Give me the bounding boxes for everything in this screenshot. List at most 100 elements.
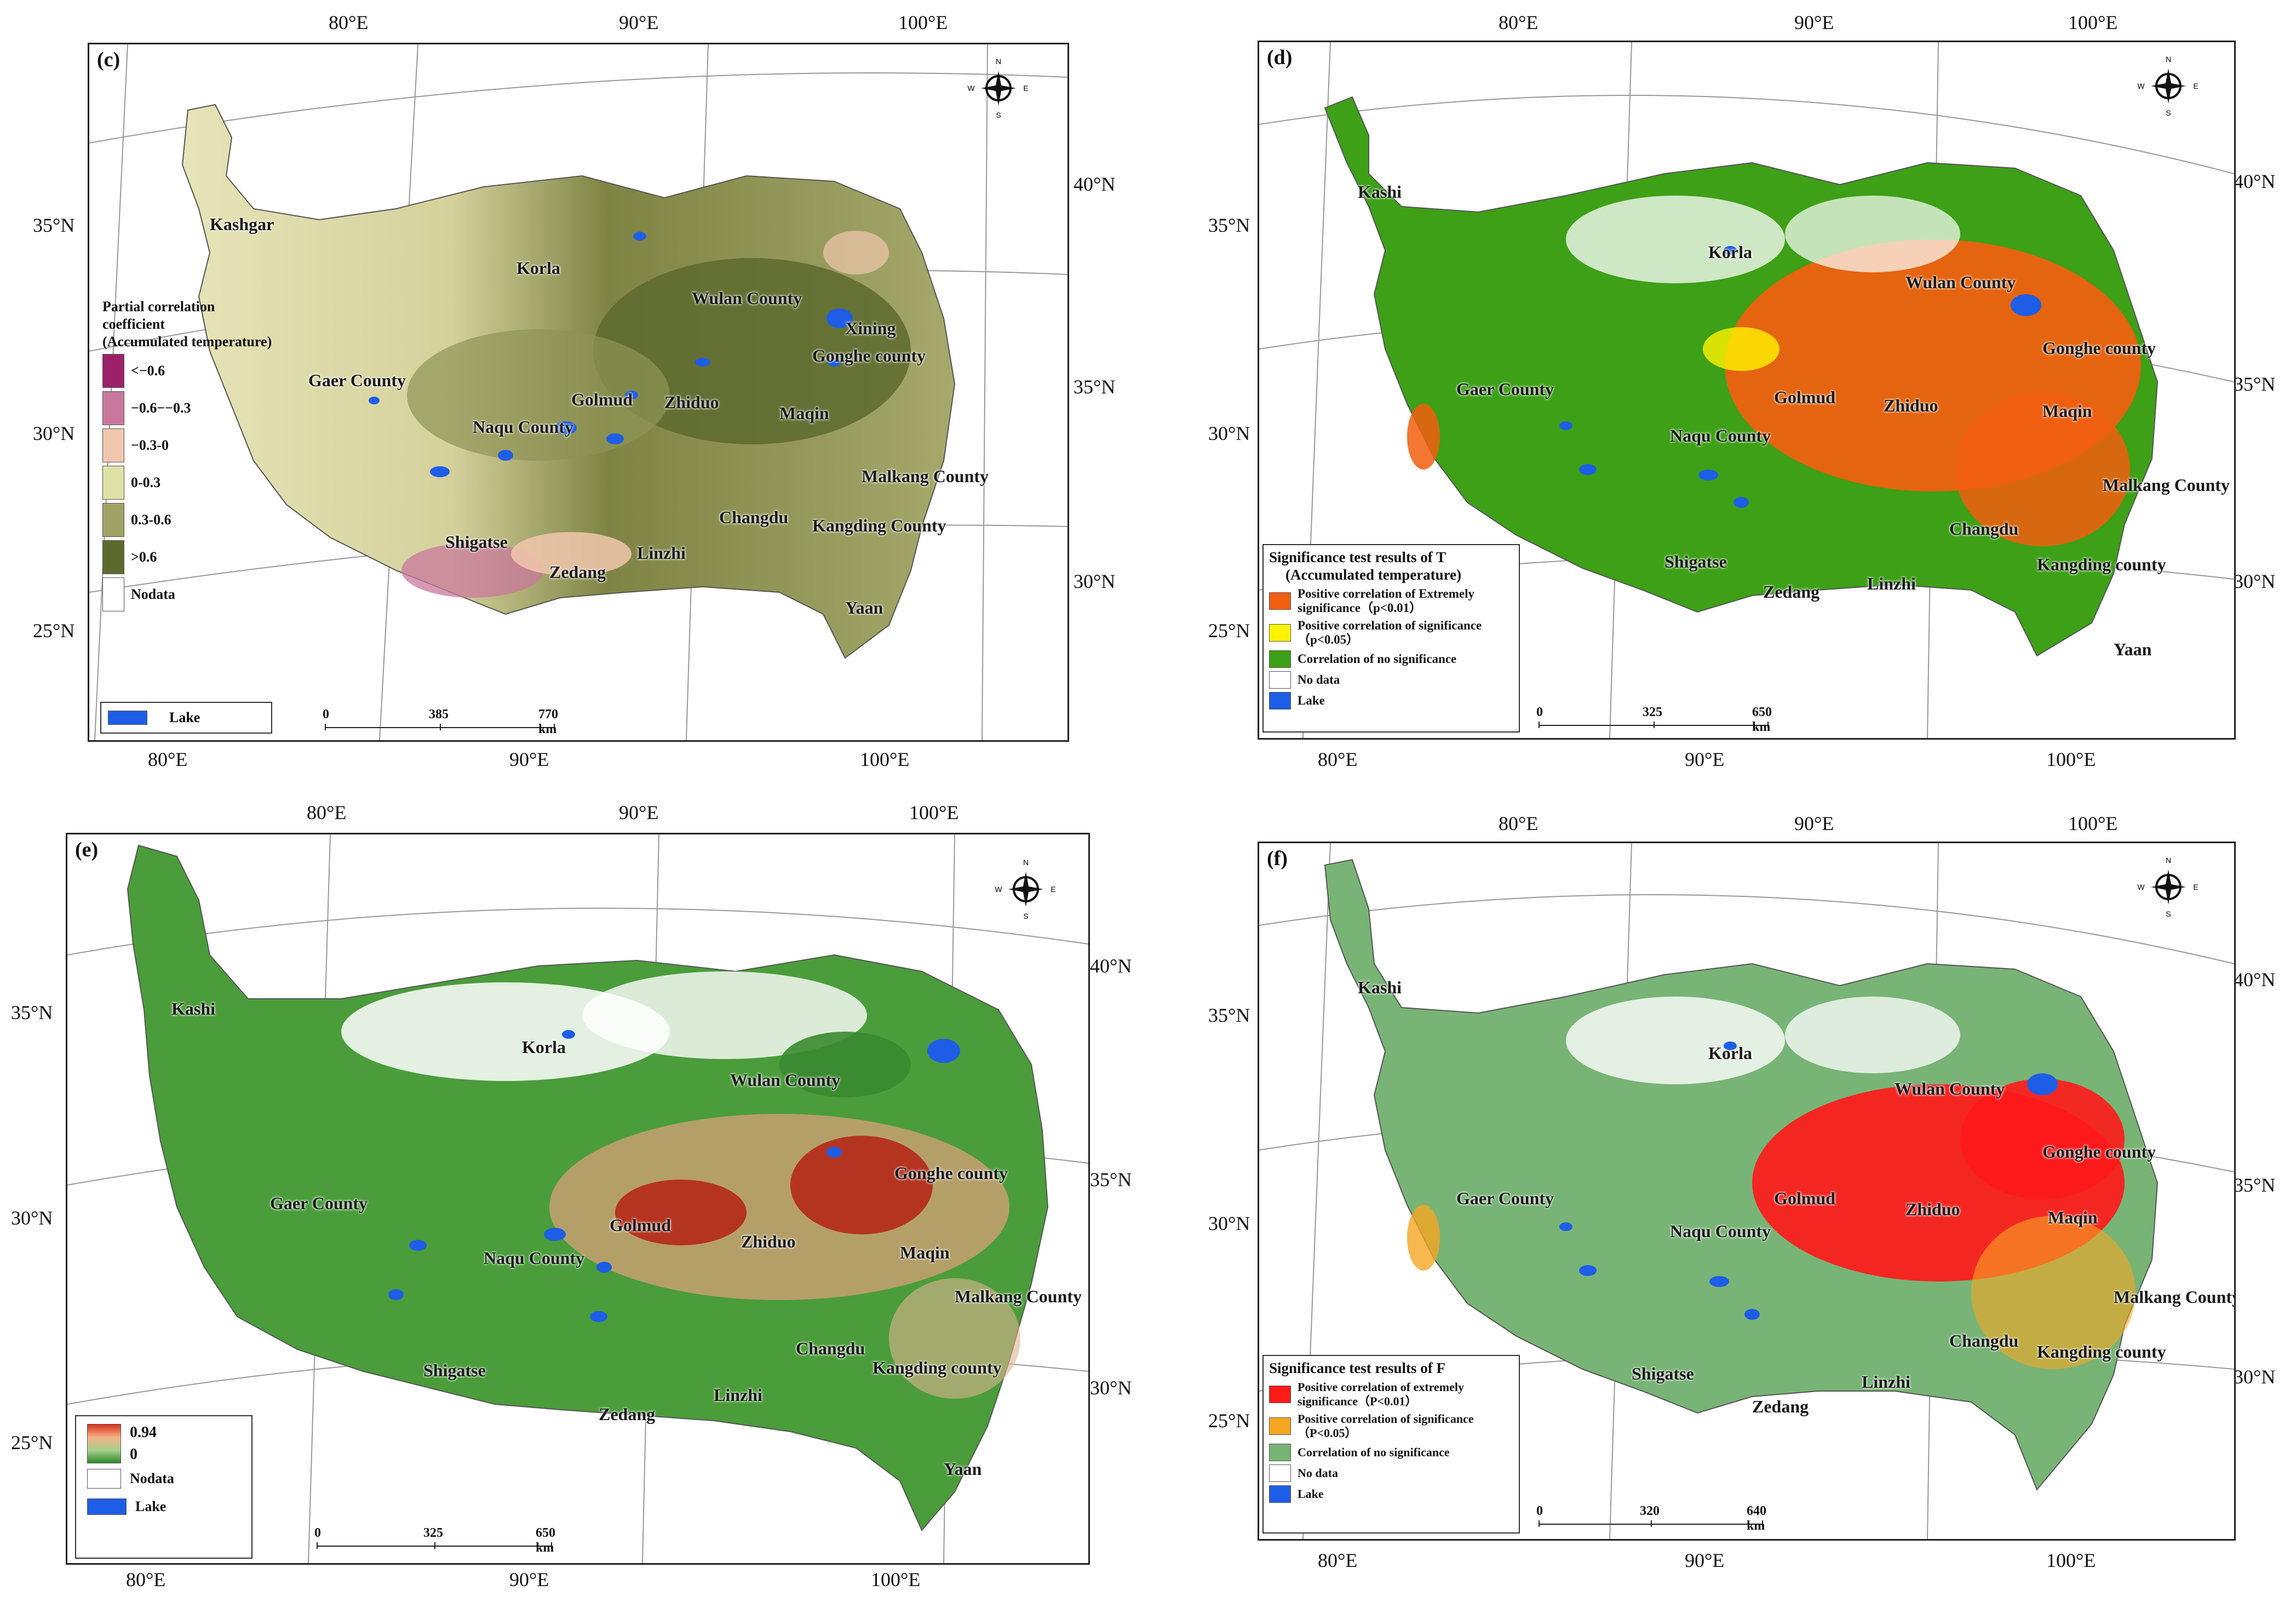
legend-min: 0 [130,1446,137,1463]
legend-swatch [1269,692,1291,710]
lon-top-80: 80°E [1499,813,1539,834]
legend-item: −0.6−−0.3 [102,391,311,425]
city-naqu: Naqu County [1670,1221,1771,1241]
legend-title-line3: (Accumulated temperature) [102,334,272,350]
city-kashi: Kashi [171,999,216,1019]
legend-item-label: Positive correlation of significance （p<… [1298,619,1482,646]
scale-0: 0 [1536,1504,1543,1518]
legend-swatch [102,391,124,425]
compass-s: S [996,111,1001,119]
city-kashi: Kashi [1358,182,1402,202]
city-linzhi: Linzhi [1867,574,1916,593]
lon-bottom-80: 80°E [1318,748,1358,770]
compass-rose-icon: N S E W [967,57,1028,119]
lat-right-30: 30°N [2234,1366,2276,1388]
map-frame-d: (d) Kashi Korla Wulan County Gonghe coun… [1258,41,2236,740]
legend-swatch [102,577,124,611]
lat-left-35: 35°N [1208,214,1250,236]
city-malkang: Malkang County [955,1286,1082,1306]
lake-label: Lake [135,1498,167,1514]
legend-item-label: <−0.6 [131,363,165,379]
nodata-label: Nodata [130,1471,174,1486]
city-kashi: Kashi [1358,977,1402,997]
city-zedang: Zedang [1763,582,1820,602]
city-korla: Korla [1708,1043,1752,1063]
legend-item-label: Lake [1298,1487,1324,1501]
lat-left-25: 25°N [1208,1410,1250,1432]
compass-f: N S E W [2136,854,2201,920]
compass-e: E [1051,885,1055,894]
map-frame-f: (f) Kashi Korla Wulan County Gonghe coun… [1258,842,2236,1541]
city-gaer: Gaer County [270,1193,368,1213]
city-malkang: Malkang County [2103,475,2230,495]
legend-item: Positive correlation of Extremely signif… [1269,587,1513,615]
lon-bottom-100: 100°E [2046,748,2096,770]
legend-item: 0-0.3 [102,466,311,500]
legend-swatch [102,428,124,462]
lon-bottom-80: 80°E [148,748,188,770]
legend-title-line2: (Accumulated temperature) [1285,567,1462,583]
scale-0: 0 [323,707,329,722]
map-frame-e: (e) Kashi Korla Wulan County Gonghe coun… [66,833,1090,1565]
legend-swatch [1269,671,1291,689]
city-zhiduo: Zhiduo [1884,396,1938,415]
panel-e: 80°E 90°E 100°E 35°N 30°N 25°N 40°N 35°N… [0,801,1148,1602]
city-kangding: Kangding county [2037,1342,2166,1361]
compass-w: W [995,885,1002,894]
lon-bottom-90: 90°E [1685,748,1725,770]
legend-item: No data [1269,671,1513,689]
lon-top-100: 100°E [898,12,948,33]
lon-top-80: 80°E [307,802,347,823]
legend-item: >0.6 [102,540,311,574]
city-linzhi: Linzhi [637,543,686,563]
city-golmud: Golmud [1774,387,1836,407]
legend-item: Lake [1269,692,1513,710]
legend-item: Nodata [102,577,311,611]
city-maqin: Maqin [900,1243,950,1262]
legend-swatch [1269,624,1291,642]
lon-top-90: 90°E [619,802,659,823]
scale-mid: 325 [423,1526,443,1540]
lat-right-30: 30°N [1074,570,1116,592]
scale-mid: 325 [1643,705,1662,719]
lat-left-30: 30°N [1208,1212,1250,1234]
city-golmud: Golmud [571,390,633,409]
city-zhiduo: Zhiduo [664,392,719,412]
lat-right-35: 35°N [2234,1174,2276,1196]
legend-item: <−0.6 [102,354,311,388]
legend-item-label: No data [1298,673,1340,686]
legend-title-line1: Significance test results of F [1269,1360,1445,1376]
legend-item-label: Positive correlation of significance（P<0… [1298,1412,1474,1440]
legend-item: 0.3-0.6 [102,503,311,537]
city-wulan: Wulan County [692,288,802,308]
city-golmud: Golmud [1774,1188,1836,1208]
legend-swatch [102,466,124,500]
legend-item-label: Correlation of no significance [1298,652,1457,666]
scale-max: 770 km [538,707,558,736]
panel-d: 80°E 90°E 100°E 35°N 30°N 25°N 40°N 35°N… [1148,0,2296,801]
lat-right-35: 35°N [2234,373,2276,395]
lat-left-25: 25°N [33,620,75,642]
legend-item-label: 0.3-0.6 [131,512,171,528]
city-yaan: Yaan [845,598,883,617]
legend-item: No data [1269,1464,1513,1482]
legend-item-label: Lake [1298,694,1325,707]
compass-e: E [1023,84,1028,93]
compass-e: E [2193,883,2198,891]
legend-item-label: Positive correlation of extremely signif… [1298,1380,1465,1408]
lon-bottom-90: 90°E [1685,1549,1725,1571]
city-maqin: Maqin [2048,1208,2098,1227]
lake-legend-c: Lake [100,702,272,734]
lon-top-90: 90°E [1794,813,1834,834]
city-kashgar: Kashgar [210,214,274,234]
city-wulan: Wulan County [730,1070,841,1090]
city-kangding: Kangding county [2037,554,2166,574]
panel-label-f: (f) [1267,847,1288,870]
panel-c: 80°E 90°E 100°E 35°N 30°N 25°N 40°N 35°N… [0,0,1148,801]
city-linzhi: Linzhi [714,1385,762,1405]
compass-n: N [996,57,1001,66]
city-malkang: Malkang County [2114,1287,2236,1307]
panel-label-c: (c) [97,48,120,71]
legend-item-label: Positive correlation of Extremely signif… [1298,587,1474,615]
scalebar-f: 0 320 640 km [1536,1504,1780,1537]
